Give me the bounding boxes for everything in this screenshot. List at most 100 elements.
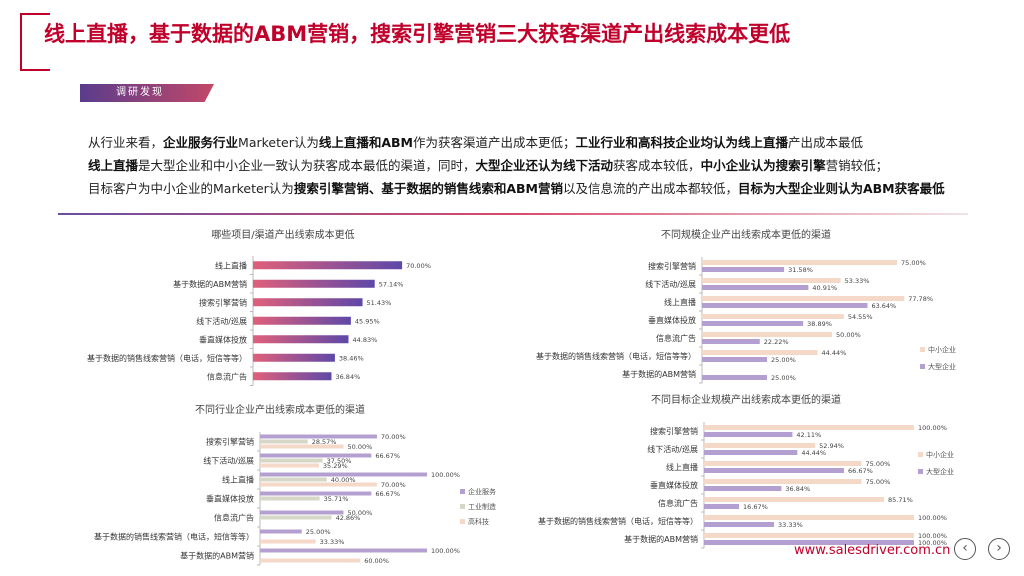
data-label: 45.95% [355, 317, 380, 325]
category-label: 信息流广告 [656, 333, 696, 343]
bar [260, 496, 320, 501]
data-label: 100.00% [918, 539, 947, 547]
data-label: 60.00% [364, 557, 389, 565]
bar [704, 497, 884, 502]
bar [702, 267, 785, 272]
bar [704, 432, 793, 437]
summary-run: 以及信息流的产出成本都较低， [562, 181, 738, 196]
bar [704, 443, 816, 448]
bar [253, 316, 351, 325]
summary-run: 搜索引擎营销、基于数据的销售线索和ABM营销 [293, 181, 563, 196]
page-title: 线上直播，基于数据的ABM营销，搜索引擎营销三大获客渠道产出线索成本更低 [44, 22, 791, 46]
summary-line-3: 目标客户为中小企业的Marketer认为搜索引擎营销、基于数据的销售线索和ABM… [88, 177, 988, 200]
bar [702, 332, 832, 337]
category-label: 垂直媒体投放 [206, 494, 254, 504]
bar [260, 458, 323, 463]
bar [260, 482, 377, 487]
summary-run: 工业行业和高科技企业均认为线上直播 [575, 135, 789, 150]
legend-swatch [918, 469, 923, 474]
bar [702, 296, 905, 301]
data-label: 42.86% [336, 514, 361, 522]
legend-swatch [460, 519, 465, 524]
legend-label: 高科技 [468, 517, 489, 526]
bar [704, 486, 782, 491]
bar [260, 491, 372, 496]
bar [702, 357, 767, 362]
summary-run: 目标客户为中小企业的Marketer认为 [88, 181, 294, 196]
data-label: 44.83% [352, 336, 377, 344]
data-label: 28.57% [312, 438, 337, 446]
data-label: 40.00% [331, 476, 356, 484]
bar [260, 444, 344, 449]
bar [704, 533, 914, 538]
data-label: 37.50% [327, 457, 352, 465]
category-label: 搜索引擎营销 [199, 297, 247, 307]
category-label: 基于数据的ABM营销 [622, 369, 696, 379]
category-label: 基于数据的销售线索营销（电话，短信等等） [94, 532, 254, 542]
bar [260, 453, 372, 458]
next-page-button[interactable]: › [988, 538, 1010, 560]
section-badge: 调研发现 [80, 84, 214, 102]
bar [253, 372, 332, 381]
data-label: 70.00% [406, 262, 431, 270]
data-label: 50.00% [836, 331, 861, 339]
bar [260, 515, 332, 520]
bar [260, 529, 302, 534]
summary-run: 是大型企业和中小企业一致认为获客成本最低的渠道，同时， [138, 158, 476, 173]
category-label: 线下活动/巡展 [203, 456, 254, 466]
bar [702, 285, 809, 290]
legend-label: 大型企业 [928, 362, 956, 371]
data-label: 100.00% [431, 547, 460, 555]
legend-label: 中小企业 [926, 450, 954, 459]
bar [704, 461, 862, 466]
data-label: 16.67% [743, 503, 768, 511]
category-label: 信息流广告 [207, 371, 247, 381]
data-label: 63.64% [871, 302, 896, 310]
legend-swatch [460, 504, 465, 509]
chart-title: 哪些项目/渠道产出线索成本更低 [211, 228, 354, 241]
data-label: 33.33% [320, 538, 345, 546]
footer-url[interactable]: www.salesdriver.com.cn [794, 543, 951, 558]
data-label: 25.00% [771, 356, 796, 364]
prev-page-button[interactable]: ‹ [954, 538, 976, 560]
category-label: 线下活动/巡展 [196, 316, 247, 326]
data-label: 44.44% [822, 349, 847, 357]
data-label: 57.14% [379, 280, 404, 288]
summary-run: 获客成本较低， [613, 158, 701, 173]
category-label: 线上直播 [215, 260, 247, 270]
bar [253, 298, 363, 307]
category-label: 信息流广告 [214, 513, 254, 523]
data-label: 40.91% [812, 284, 837, 292]
summary-line-1: 从行业来看，企业服务行业Marketer认为线上直播和ABM作为获客渠道产出成本… [88, 131, 988, 154]
bar [704, 504, 740, 509]
summary-run: Marketer认为 [238, 135, 319, 150]
category-label: 搜索引擎营销 [206, 437, 254, 447]
data-label: 36.84% [335, 373, 360, 381]
legend-swatch [920, 364, 925, 369]
bar [704, 515, 914, 520]
summary-line-2: 线上直播是大型企业和中小企业一致认为获客成本最低的渠道，同时，大型企业还认为线下… [88, 154, 988, 177]
data-label: 54.55% [848, 313, 873, 321]
data-label: 38.46% [339, 354, 364, 362]
data-label: 75.00% [866, 478, 891, 486]
bar [702, 260, 897, 265]
bar [704, 450, 798, 455]
summary-run: 企业服务行业 [163, 135, 239, 150]
legend-label: 企业服务 [468, 487, 496, 496]
chart-title: 不同行业企业产出线索成本更低的渠道 [195, 403, 365, 416]
legend-label: 大型企业 [926, 467, 954, 476]
data-label: 75.00% [901, 259, 926, 267]
category-label: 搜索引擎营销 [648, 261, 696, 271]
data-label: 35.29% [323, 462, 348, 470]
category-label: 垂直媒体投放 [650, 480, 698, 490]
legend-label: 中小企业 [928, 345, 956, 354]
legend-swatch [920, 347, 925, 352]
summary-run: 线上直播 [88, 158, 139, 173]
category-label: 基于数据的销售线索营销（电话，短信等等） [536, 351, 696, 361]
data-label: 66.67% [375, 490, 400, 498]
data-label: 77.78% [908, 295, 933, 303]
legend-label: 工业制造 [468, 502, 496, 511]
summary-run: 线上直播和ABM [318, 135, 413, 150]
bar [702, 278, 841, 283]
